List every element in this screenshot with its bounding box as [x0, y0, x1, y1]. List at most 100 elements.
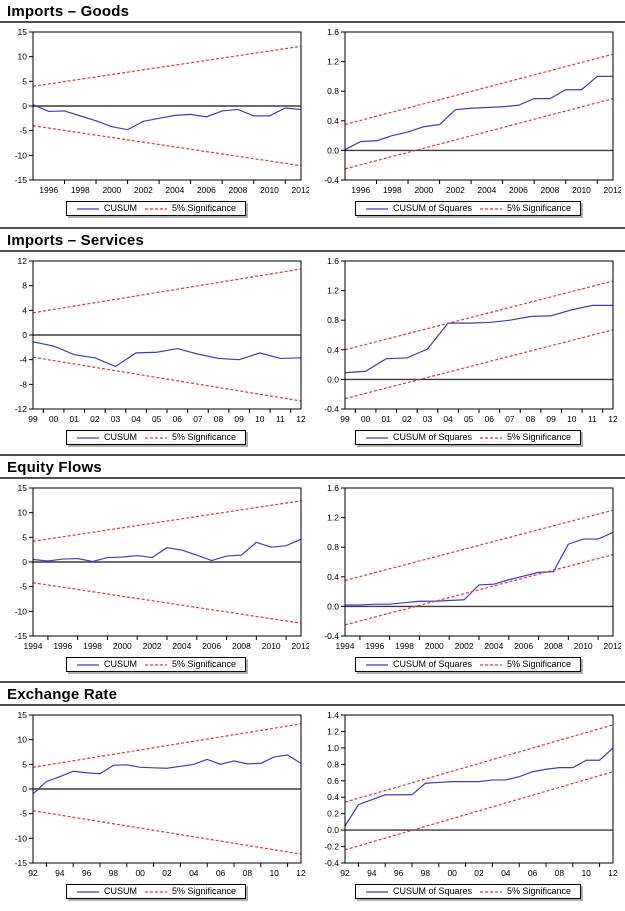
- y-tick-label: 0.6: [327, 776, 339, 786]
- x-tick-label: 1994: [24, 641, 43, 651]
- x-tick-label: 12: [296, 868, 306, 878]
- y-tick-label: 0: [22, 330, 27, 340]
- y-tick-label: 15: [18, 483, 28, 493]
- cusum-chart: -15 -10 -5 0 5 10 15 1994 1996 1998 2000 2002 2004 20…: [0, 482, 312, 672]
- x-tick-label: 2000: [113, 641, 132, 651]
- legend-item: CUSUM: [76, 886, 137, 897]
- y-tick-label: 0.0: [327, 825, 339, 835]
- x-tick-label: 2002: [143, 641, 162, 651]
- charts-row: -12 -8 -4 0 4 8 12 99 00 01 02 03 04 05 06 07 08 09 10 11 12…: [0, 252, 625, 445]
- x-tick-label: 06: [485, 414, 495, 424]
- x-tick-label: 1996: [351, 185, 370, 195]
- legend-item: 5% Significance: [479, 659, 571, 670]
- x-tick-label: 2010: [260, 185, 279, 195]
- y-tick-label: 0.4: [327, 116, 339, 126]
- solid-line-swatch-icon: [76, 890, 99, 893]
- section-title-imports-goods: Imports – Goods: [0, 0, 625, 23]
- plot-border: [344, 487, 614, 637]
- cusum-chart: -15 -10 -5 0 5 10 15 1996 1998 2000 2002 2004 2006 20…: [0, 26, 312, 216]
- y-tick-label: -15: [15, 631, 28, 641]
- legend-label: CUSUM of Squares: [392, 886, 472, 896]
- legend-label: CUSUM: [103, 432, 137, 442]
- legend-item: CUSUM: [76, 659, 137, 670]
- solid-line-swatch-icon: [365, 663, 388, 666]
- y-tick-label: 1.6: [327, 483, 339, 493]
- y-tick-label: 5: [22, 76, 27, 86]
- legend-label: 5% Significance: [171, 203, 237, 213]
- section-title-equity-flows: Equity Flows: [0, 456, 625, 479]
- chart-canvas: -15 -10 -5 0 5 10 15 1994 1996 1998 2000 2002 2004 20…: [15, 483, 309, 651]
- chart-canvas: -0.4 0.0 0.4 0.8 1.2 1.6 1996 1998 2000 2002 2004 2…: [324, 27, 621, 195]
- plot-border: [32, 714, 302, 864]
- chart-legend: CUSUM 5% Significance: [65, 884, 247, 899]
- section-equity-flows: Equity Flows -15 -10 -5 0 5 10 15 1994 1996 1998 2…: [0, 454, 625, 681]
- y-tick-label: 1.6: [327, 27, 339, 37]
- legend-label: 5% Significance: [506, 203, 572, 213]
- section-title-imports-services: Imports – Services: [0, 229, 625, 252]
- x-tick-label: 12: [296, 414, 306, 424]
- y-tick-label: 0.0: [327, 145, 339, 155]
- dashed-line-swatch-icon: [479, 207, 502, 210]
- significance-upper-line: [32, 268, 302, 314]
- x-tick-label: 96: [394, 868, 404, 878]
- cusum-of-squares-chart: -0.4 0.0 0.4 0.8 1.2 1.6 1996 1998 2000 2002 2004 2…: [312, 26, 624, 216]
- y-tick-label: 0.2: [327, 809, 339, 819]
- y-tick-label: -8: [19, 379, 27, 389]
- y-tick-label: 0.8: [327, 86, 339, 96]
- x-tick-label: 1998: [83, 641, 102, 651]
- chart-legend: CUSUM of Squares 5% Significance: [354, 884, 582, 899]
- x-tick-label: 94: [55, 868, 65, 878]
- x-tick-label: 1994: [336, 641, 355, 651]
- x-tick-label: 01: [69, 414, 79, 424]
- solid-line-swatch-icon: [76, 207, 99, 210]
- x-tick-label: 2004: [477, 185, 496, 195]
- section-title-exchange-rate: Exchange Rate: [0, 683, 625, 706]
- significance-upper-line: [32, 500, 302, 542]
- x-tick-label: 10: [269, 868, 279, 878]
- cusum-line: [32, 103, 302, 131]
- charts-row: -15 -10 -5 0 5 10 15 1994 1996 1998 2000 2002 2004 20…: [0, 479, 625, 672]
- significance-lower-line: [32, 125, 302, 167]
- significance-upper-line: [344, 724, 614, 803]
- cusum-line: [32, 341, 302, 368]
- chart-legend: CUSUM of Squares 5% Significance: [354, 430, 582, 445]
- x-tick-label: 2002: [455, 641, 474, 651]
- x-tick-label: 2010: [262, 641, 281, 651]
- x-tick-label: 1996: [53, 641, 72, 651]
- dashed-line-swatch-icon: [479, 663, 502, 666]
- x-tick-label: 1996: [365, 641, 384, 651]
- x-tick-label: 1998: [395, 641, 414, 651]
- x-tick-label: 2006: [514, 641, 533, 651]
- y-tick-label: 0: [22, 101, 27, 111]
- plot-border: [344, 260, 614, 410]
- cusum-of-squares-chart: -0.4 0.0 0.4 0.8 1.2 1.6 99 00 01 02 03 04 05 06 07 08 0…: [312, 255, 624, 445]
- y-tick-label: 0.4: [327, 792, 339, 802]
- cusum-of-squares-line: [344, 747, 614, 827]
- x-tick-label: 2002: [446, 185, 465, 195]
- legend-label: CUSUM: [103, 203, 137, 213]
- cusum-line: [32, 754, 302, 795]
- significance-upper-line: [344, 509, 614, 582]
- x-tick-label: 2006: [197, 185, 216, 195]
- x-tick-label: 03: [111, 414, 121, 424]
- x-tick-label: 08: [526, 414, 536, 424]
- x-tick-label: 2012: [292, 185, 309, 195]
- x-tick-label: 2000: [102, 185, 121, 195]
- chart-legend: CUSUM 5% Significance: [65, 201, 247, 216]
- chart-legend: CUSUM of Squares 5% Significance: [354, 657, 582, 672]
- dashed-line-swatch-icon: [479, 436, 502, 439]
- cusum-of-squares-line: [344, 75, 613, 151]
- x-tick-label: 1998: [383, 185, 402, 195]
- x-tick-label: 2008: [540, 185, 559, 195]
- x-tick-label: 10: [567, 414, 577, 424]
- x-tick-label: 11: [588, 414, 597, 424]
- x-tick-label: 99: [28, 414, 38, 424]
- chart-legend: CUSUM of Squares 5% Significance: [354, 201, 582, 216]
- legend-item: CUSUM of Squares: [365, 203, 472, 214]
- x-tick-label: 12: [608, 868, 618, 878]
- significance-lower-line: [344, 554, 614, 626]
- legend-item: CUSUM of Squares: [365, 432, 472, 443]
- y-tick-label: -15: [15, 858, 28, 868]
- x-tick-label: 96: [82, 868, 92, 878]
